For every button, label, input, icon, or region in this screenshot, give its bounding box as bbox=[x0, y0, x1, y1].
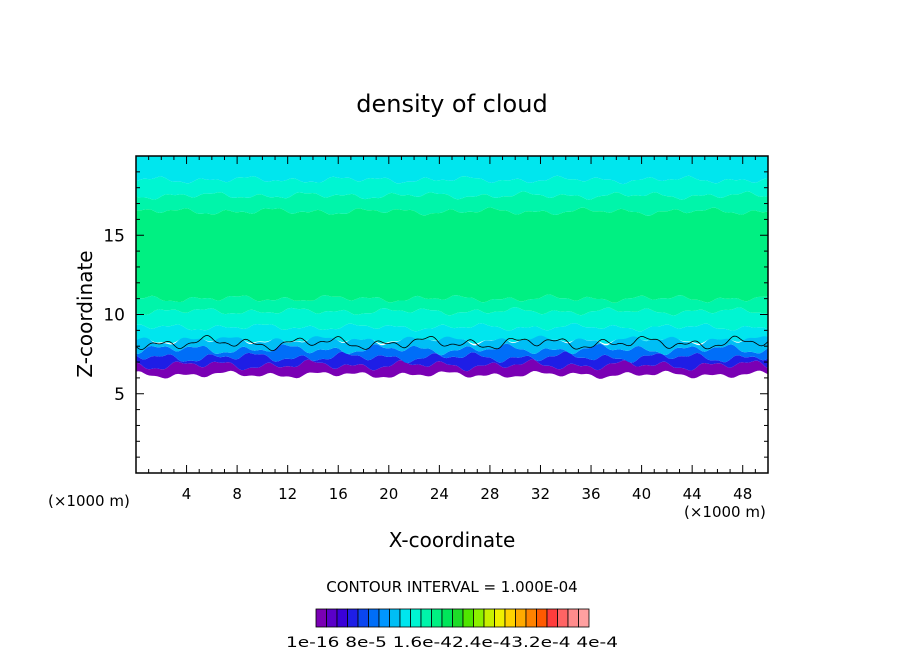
colorbar-swatch bbox=[420, 608, 432, 628]
density-band-9 bbox=[136, 175, 768, 200]
y-tick-label: 10 bbox=[103, 306, 125, 326]
cloud-density-field bbox=[136, 156, 768, 379]
x-tick-label: 12 bbox=[278, 485, 297, 503]
colorbar bbox=[315, 608, 590, 628]
density-band-5 bbox=[136, 307, 768, 332]
colorbar-swatch bbox=[378, 608, 390, 628]
colorbar-swatch bbox=[389, 608, 401, 628]
colorbar-swatch bbox=[431, 608, 443, 628]
colorbar-swatch bbox=[399, 608, 411, 628]
colorbar-swatch bbox=[473, 608, 485, 628]
y-tick-label: 15 bbox=[103, 226, 125, 246]
colorbar-swatch bbox=[410, 608, 422, 628]
density-band-0 bbox=[136, 359, 768, 379]
colorbar-swatch bbox=[557, 608, 569, 628]
colorbar-swatch bbox=[536, 608, 548, 628]
x-tick-label: 8 bbox=[232, 485, 242, 503]
colorbar-swatch bbox=[483, 608, 495, 628]
x-tick-label: 44 bbox=[683, 485, 702, 503]
colorbar-swatch bbox=[368, 608, 380, 628]
x-tick-label: 40 bbox=[632, 485, 651, 503]
x-tick-label: 36 bbox=[581, 485, 600, 503]
x-tick-label: 28 bbox=[480, 485, 499, 503]
density-band-2 bbox=[136, 343, 768, 364]
x-tick-label: 24 bbox=[430, 485, 449, 503]
density-band-4 bbox=[136, 323, 768, 344]
contour-line bbox=[136, 334, 768, 352]
x-tick-label: 32 bbox=[531, 485, 550, 503]
x-axis-label: X-coordinate bbox=[389, 528, 516, 552]
colorbar-labels: 1e-16 8e-5 1.6e-42.4e-43.2e-4 4e-4 bbox=[286, 635, 618, 651]
y-tick-label: 5 bbox=[114, 385, 125, 405]
density-band-8 bbox=[136, 191, 768, 216]
colorbar-swatch bbox=[336, 608, 348, 628]
density-band-1 bbox=[136, 351, 768, 372]
x-tick-label: 4 bbox=[182, 485, 192, 503]
chart-title: density of cloud bbox=[356, 90, 547, 118]
contour-interval-label: CONTOUR INTERVAL = 1.000E-04 bbox=[326, 578, 577, 596]
x-tick-label: 48 bbox=[733, 485, 752, 503]
density-band-10 bbox=[136, 156, 768, 185]
colorbar-swatch bbox=[567, 608, 579, 628]
density-band-7 bbox=[136, 207, 768, 303]
colorbar-swatch bbox=[504, 608, 516, 628]
colorbar-swatch bbox=[452, 608, 464, 628]
colorbar-swatch bbox=[462, 608, 474, 628]
x-unit-left: (×1000 m) bbox=[48, 492, 130, 510]
colorbar-swatch bbox=[546, 608, 558, 628]
colorbar-swatch bbox=[494, 608, 506, 628]
x-tick-label: 20 bbox=[379, 485, 398, 503]
colorbar-swatch bbox=[357, 608, 369, 628]
x-tick-label: 16 bbox=[329, 485, 348, 503]
colorbar-swatch bbox=[326, 608, 338, 628]
colorbar-swatch bbox=[441, 608, 453, 628]
colorbar-swatch bbox=[347, 608, 359, 628]
colorbar-swatch bbox=[525, 608, 537, 628]
colorbar-swatch bbox=[315, 608, 327, 628]
colorbar-swatch bbox=[515, 608, 527, 628]
density-band-3 bbox=[136, 333, 768, 356]
x-unit-right: (×1000 m) bbox=[684, 503, 766, 521]
y-axis-label: Z-coordinate bbox=[73, 250, 97, 377]
density-band-6 bbox=[136, 294, 768, 316]
colorbar-swatch bbox=[578, 608, 590, 628]
